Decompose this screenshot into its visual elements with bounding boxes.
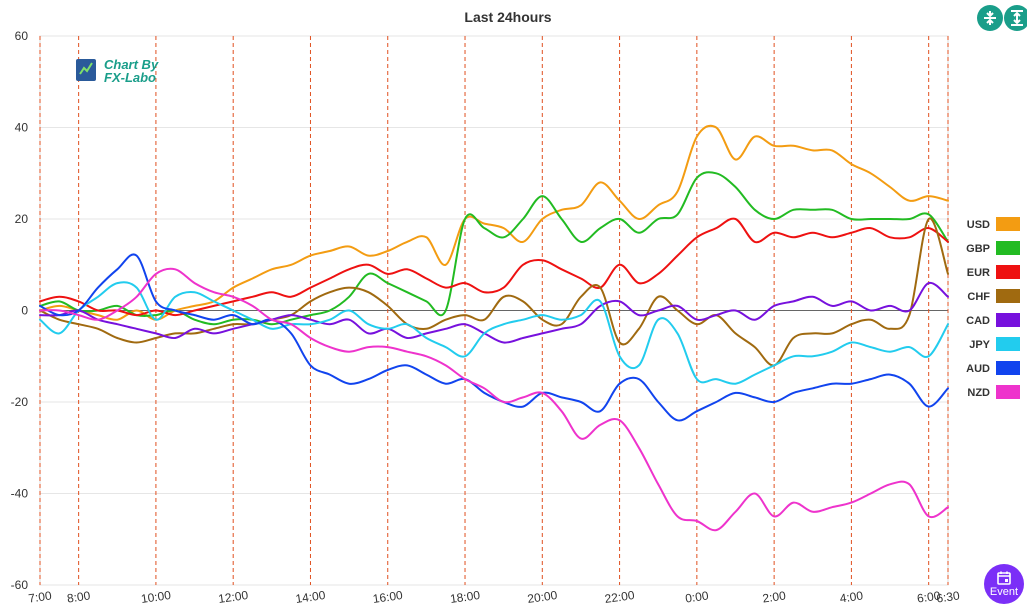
legend-item-jpy[interactable]: JPY — [969, 337, 1020, 351]
x-tick-label: 7:00 — [27, 588, 52, 605]
x-tick-label: 6:30 — [935, 588, 960, 605]
x-tick-label: 16:00 — [372, 588, 404, 606]
x-tick-label: 18:00 — [449, 588, 481, 606]
x-tick-label: 0:00 — [684, 588, 709, 605]
series-line-gbp — [39, 171, 949, 326]
time-markers — [39, 36, 949, 585]
legend[interactable]: USD GBP EUR CHF CAD JPY AUD NZD — [966, 217, 1020, 399]
x-tick-label: 2:00 — [762, 588, 787, 605]
legend-swatch — [996, 385, 1020, 399]
series-line-usd — [39, 124, 949, 321]
series-line-aud — [39, 253, 949, 422]
y-tick-label: -40 — [11, 487, 29, 501]
series-layer — [39, 124, 949, 532]
x-tick-label: 22:00 — [604, 588, 636, 606]
x-tick-label: 10:00 — [140, 588, 172, 606]
series-line-chf — [39, 217, 949, 367]
legend-item-chf[interactable]: CHF — [967, 289, 1020, 303]
legend-item-nzd[interactable]: NZD — [967, 385, 1020, 399]
y-tick-label: 60 — [15, 29, 29, 43]
legend-label: USD — [967, 219, 990, 231]
fit-height-button[interactable] — [977, 5, 1003, 31]
legend-swatch — [996, 289, 1020, 303]
legend-item-aud[interactable]: AUD — [966, 361, 1020, 375]
legend-label: JPY — [969, 339, 990, 351]
x-tick-label: 4:00 — [839, 588, 864, 605]
expand-vertical-icon — [1011, 10, 1023, 26]
x-tick-label: 20:00 — [526, 588, 558, 606]
x-tick-label: 8:00 — [66, 588, 91, 605]
x-tick-label: 14:00 — [295, 588, 327, 606]
y-axis: 60 40 20 0 -20 -40 -60 — [11, 29, 29, 592]
legend-swatch — [996, 313, 1020, 327]
series-line-cad — [39, 281, 949, 344]
legend-label: CAD — [966, 315, 990, 327]
y-tick-label: -20 — [11, 395, 29, 409]
legend-swatch — [996, 337, 1020, 351]
chart-title: Last 24hours — [464, 9, 551, 25]
legend-swatch — [996, 241, 1020, 255]
legend-label: GBP — [966, 243, 990, 255]
expand-height-button[interactable] — [1004, 5, 1027, 31]
legend-label: EUR — [967, 267, 990, 279]
logo-line1: Chart By — [104, 57, 159, 72]
legend-item-usd[interactable]: USD — [967, 217, 1020, 231]
event-label: Event — [989, 585, 1019, 598]
y-tick-label: -60 — [11, 578, 29, 592]
y-tick-label: 40 — [15, 121, 29, 135]
calendar-icon — [997, 571, 1011, 585]
logo-line2: FX-Labo — [104, 70, 156, 85]
legend-item-cad[interactable]: CAD — [966, 313, 1020, 327]
legend-label: CHF — [967, 291, 990, 303]
series-line-nzd — [39, 267, 949, 532]
legend-item-eur[interactable]: EUR — [967, 265, 1020, 279]
legend-swatch — [996, 217, 1020, 231]
y-tick-label: 20 — [15, 212, 29, 226]
legend-swatch — [996, 265, 1020, 279]
x-tick-label: 6:00 — [916, 588, 941, 605]
collapse-vertical-icon — [984, 11, 996, 25]
legend-swatch — [996, 361, 1020, 375]
legend-item-gbp[interactable]: GBP — [966, 241, 1020, 255]
series-line-eur — [39, 217, 949, 317]
x-tick-label: 12:00 — [217, 588, 249, 606]
legend-label: AUD — [966, 363, 990, 375]
series-line-jpy — [39, 281, 949, 385]
legend-label: NZD — [967, 387, 990, 399]
fx-labo-logo: Chart By FX-Labo — [76, 57, 159, 85]
x-axis: 7:00 8:00 10:00 12:00 14:00 16:00 18:00 20:00 22… — [27, 588, 960, 606]
y-tick-label: 0 — [21, 304, 28, 318]
event-button[interactable]: Event — [984, 564, 1024, 604]
